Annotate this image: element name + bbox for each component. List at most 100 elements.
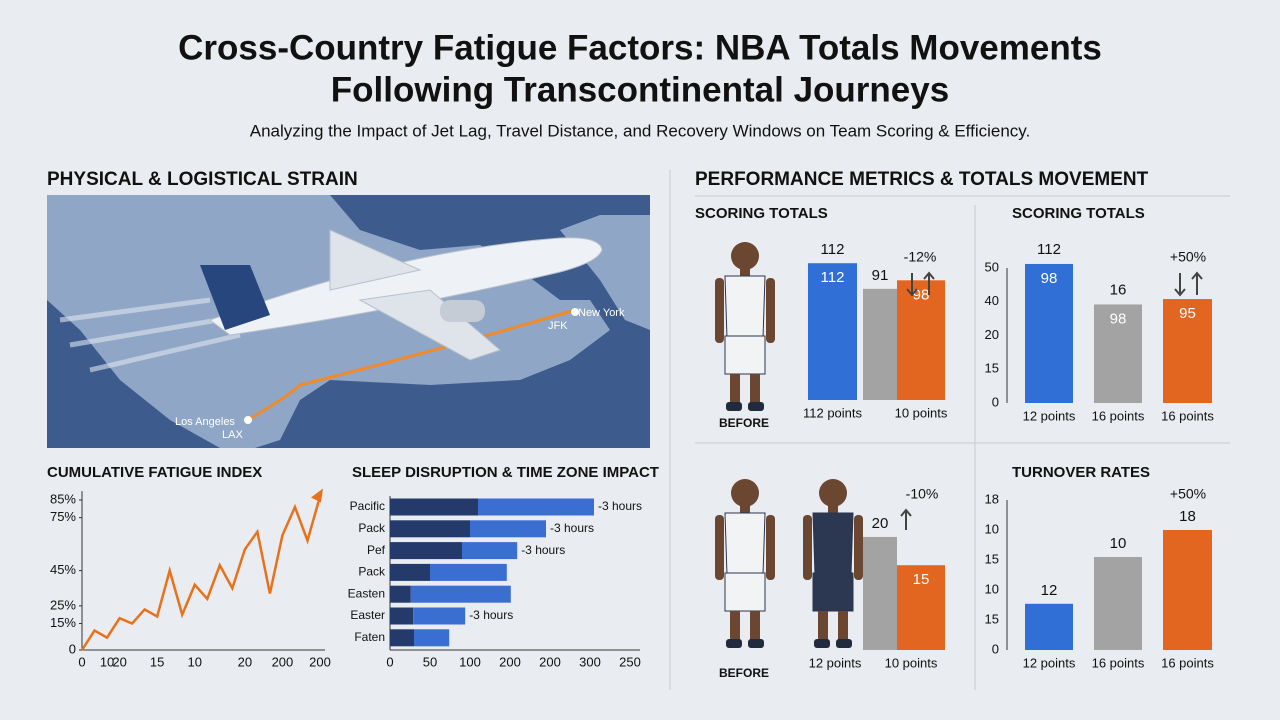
value-label: 112 — [821, 241, 845, 258]
y-tick-label: 0 — [69, 641, 76, 656]
x-tick-label: 200 — [309, 654, 331, 669]
contrail — [59, 297, 241, 373]
bar-text: 10 — [1110, 535, 1127, 552]
x-tick-label: 10 points — [895, 405, 948, 420]
wing — [358, 289, 501, 361]
x-tick-label: 20 — [112, 654, 126, 669]
bar-segment — [413, 607, 466, 625]
bar-segment — [390, 607, 414, 625]
x-tick-label: 0 — [386, 654, 393, 669]
city-dot — [571, 308, 579, 316]
x-tick-label: 200 — [539, 654, 561, 669]
bar — [897, 280, 945, 400]
caption: BEFORE — [719, 416, 769, 430]
y-tick-label: 15 — [985, 611, 999, 626]
y-tick-label: Easter — [350, 608, 385, 622]
airplane — [59, 229, 603, 373]
player-neck — [740, 268, 750, 276]
player-arm — [766, 278, 775, 343]
player-arm — [766, 515, 775, 580]
x-tick-label: 100 — [459, 654, 481, 669]
bar — [863, 288, 897, 400]
player-shoe — [726, 402, 742, 411]
bar-annotation: -3 hours — [550, 521, 594, 535]
city-label: New York — [578, 307, 625, 319]
player-arm — [803, 515, 812, 580]
player-leg — [730, 374, 740, 404]
player-neck — [740, 505, 750, 513]
player-head — [731, 479, 759, 507]
player-leg — [750, 374, 760, 404]
bar-segment — [478, 498, 594, 516]
player-neck — [828, 505, 838, 513]
section-title: PHYSICAL & LOGISTICAL STRAIN — [47, 169, 358, 190]
x-tick-label: 12 points — [1023, 655, 1076, 670]
wing — [329, 229, 422, 291]
player-leg — [838, 611, 848, 641]
y-tick-label: Pack — [358, 521, 386, 535]
arrow-head — [1191, 271, 1203, 280]
player-shorts — [812, 572, 854, 612]
y-tick-label: 18 — [985, 491, 999, 506]
x-tick-label: 0 — [78, 654, 85, 669]
arrow-head — [906, 288, 918, 297]
bar-text: 16 — [1110, 281, 1127, 298]
x-tick-label: 112 points — [803, 405, 863, 420]
line-series — [80, 496, 322, 651]
player-arm — [715, 515, 724, 580]
value-label: 15 — [913, 571, 930, 588]
x-tick-label: 300 — [579, 654, 601, 669]
player-shoe — [726, 639, 742, 648]
y-tick-label: 50 — [985, 259, 999, 274]
x-tick-label: 16 points — [1092, 408, 1145, 423]
x-tick-label: 10 points — [885, 655, 938, 670]
x-tick-label: 15 — [150, 654, 164, 669]
bar-segment — [390, 585, 411, 603]
bar-segment — [390, 563, 430, 581]
x-tick-label: 250 — [619, 654, 641, 669]
y-tick-label: 15% — [50, 615, 76, 630]
y-tick-label: 25% — [50, 597, 76, 612]
annotation: +50% — [1170, 486, 1206, 502]
arrow-head — [900, 508, 912, 517]
bar-segment — [462, 542, 518, 560]
y-tick-label: 15 — [985, 551, 999, 566]
player-arm — [715, 278, 724, 343]
player-shorts — [724, 572, 766, 612]
bar — [1094, 557, 1142, 650]
x-tick-label: 16 points — [1161, 655, 1214, 670]
bar — [1163, 530, 1212, 650]
annotation: -12% — [904, 249, 937, 265]
player-jersey — [724, 512, 766, 576]
bar-text: 12 — [1041, 582, 1058, 599]
bar — [1094, 304, 1142, 403]
x-tick-label: 16 points — [1161, 408, 1214, 423]
chart-title: CUMULATIVE FATIGUE INDEX — [47, 464, 262, 481]
title-line: Cross-Country Fatigue Factors: NBA Total… — [178, 28, 1102, 67]
bar-text: 98 — [1041, 270, 1058, 287]
player-head — [731, 242, 759, 270]
x-tick-label: 50 — [423, 654, 437, 669]
x-tick-label: 200 — [272, 654, 294, 669]
bar-segment — [390, 542, 462, 560]
player-leg — [730, 611, 740, 641]
map: New York JFK Los Angeles LAX — [47, 195, 650, 448]
y-tick-label: 20 — [985, 327, 999, 342]
bar-annotation: -3 hours — [469, 608, 513, 622]
caption: BEFORE — [719, 666, 769, 680]
bar — [863, 536, 897, 650]
bar-text: 95 — [1179, 305, 1196, 322]
bar-segment — [414, 629, 450, 647]
bar-segment — [390, 520, 470, 538]
city-dot — [244, 416, 252, 424]
chart-title: SCORING TOTALS — [695, 205, 828, 222]
city-code: LAX — [222, 429, 243, 441]
y-tick-label: Pef — [367, 543, 386, 557]
chart-title: SCORING TOTALS — [1012, 205, 1145, 222]
bar-annotation: -3 hours — [521, 543, 565, 557]
y-tick-label: Easten — [348, 586, 385, 600]
value-label: 98 — [913, 286, 930, 303]
bar-text: 112 — [1037, 241, 1061, 258]
section-title: PERFORMANCE METRICS & TOTALS MOVEMENT — [695, 169, 1149, 190]
value-label: 20 — [872, 515, 889, 532]
